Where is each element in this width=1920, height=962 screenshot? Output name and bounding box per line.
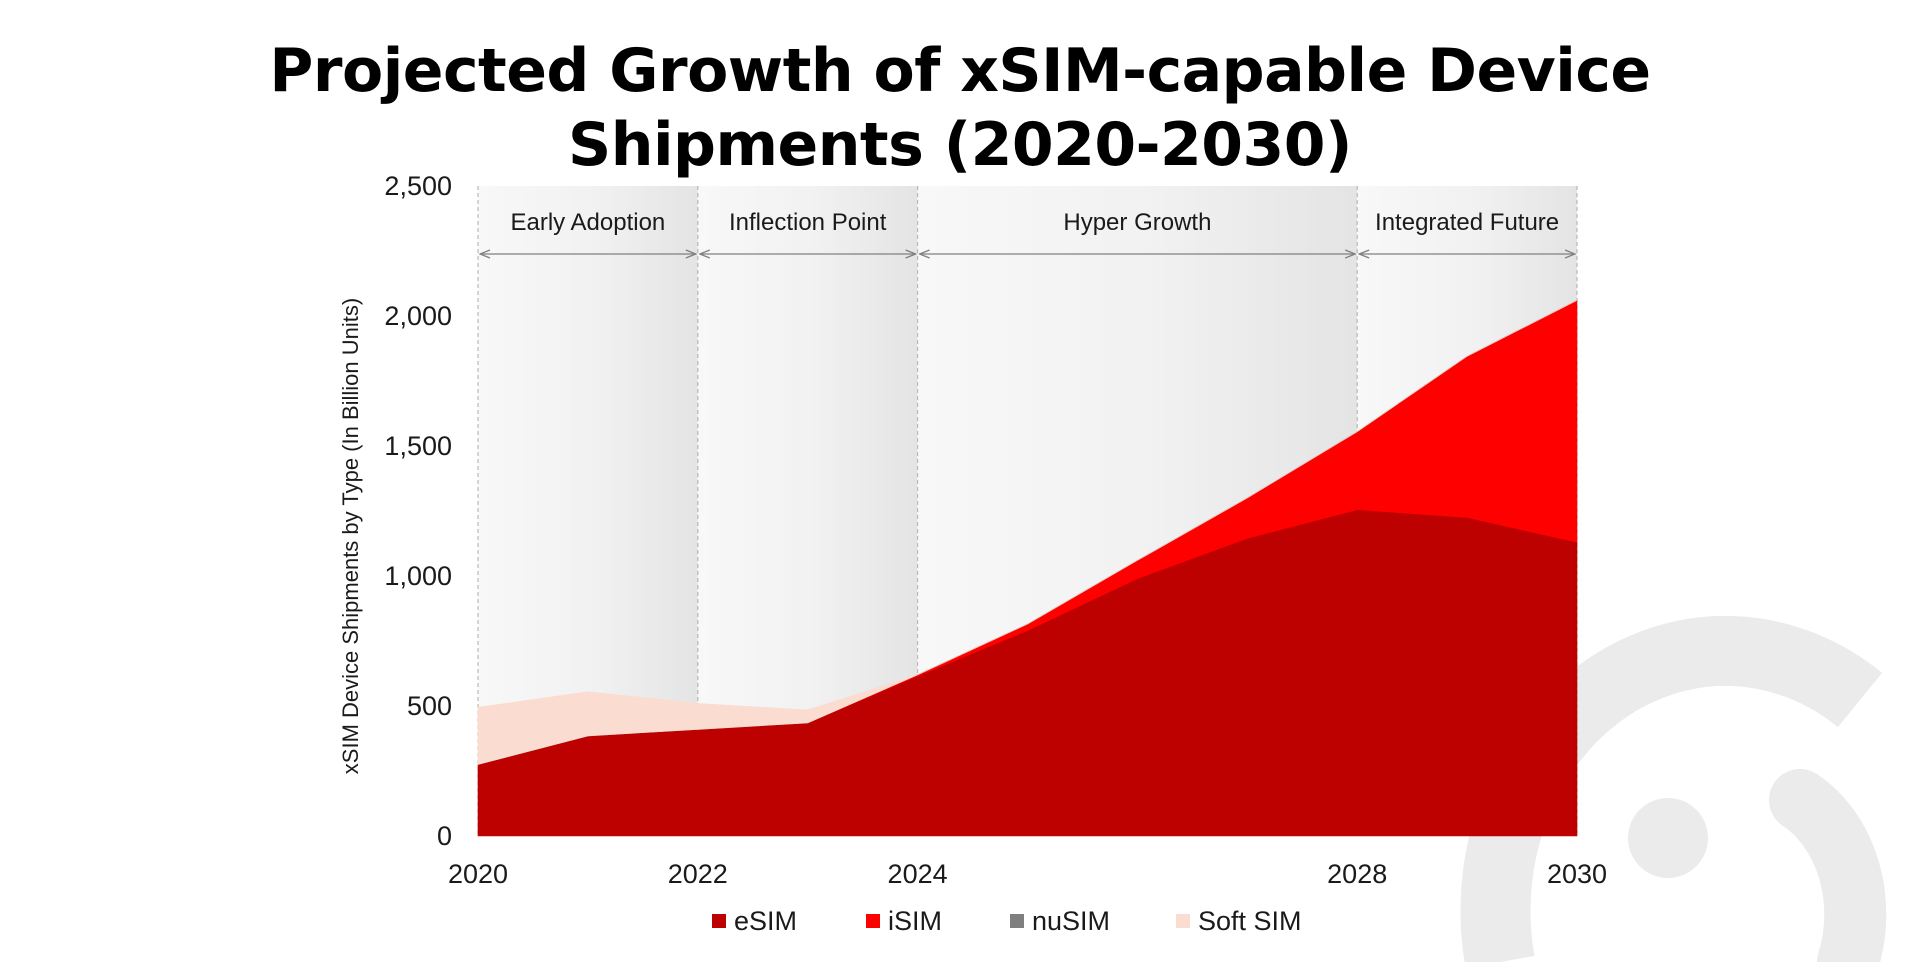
y-tick-label: 0: [437, 821, 452, 851]
legend: eSIM iSIM nuSIM Soft SIM: [712, 906, 1302, 936]
legend-swatch-esim: [712, 914, 726, 928]
area-soft-sim: [477, 300, 1578, 765]
legend-swatch-nusim: [1010, 914, 1024, 928]
x-tick-label: 2030: [1547, 859, 1607, 889]
y-tick-label: 500: [407, 691, 452, 721]
phase-label-early-adoption: Early Adoption: [511, 209, 666, 236]
legend-label-nusim: nuSIM: [1032, 906, 1110, 936]
y-tick-label: 1,500: [384, 431, 452, 461]
y-tick-label: 2,500: [384, 171, 452, 201]
legend-swatch-soft-sim: [1176, 914, 1190, 928]
x-tick-label: 2024: [888, 859, 948, 889]
legend-item-nusim: nuSIM: [1010, 906, 1110, 936]
phase-label-hyper-growth: Hyper Growth: [1063, 209, 1211, 236]
legend-label-isim: iSIM: [888, 906, 942, 936]
y-tick-label: 2,000: [384, 301, 452, 331]
legend-item-esim: eSIM: [712, 906, 797, 936]
watermark-inner-arc: [1769, 769, 1887, 962]
y-tick-label: 1,000: [384, 561, 452, 591]
x-tick-label: 2022: [668, 859, 728, 889]
legend-item-soft-sim: Soft SIM: [1176, 906, 1302, 936]
phase-label-integrated-future: Integrated Future: [1375, 209, 1559, 236]
legend-label-esim: eSIM: [734, 906, 797, 936]
x-tick-label: 2020: [448, 859, 508, 889]
chart-title-line-2: Shipments (2020-2030): [568, 110, 1352, 180]
legend-swatch-isim: [866, 914, 880, 928]
chart-title-line-1: Projected Growth of xSIM-capable Device: [269, 36, 1651, 106]
y-axis-label: xSIM Device Shipments by Type (In Billio…: [338, 298, 363, 774]
axes: 0 500 1,000 1,500 2,000 2,500 2020 2022 2024 2028…: [338, 171, 1607, 889]
chart-title: Projected Growth of xSIM-capable Device …: [0, 34, 1920, 182]
watermark-logo: [1460, 615, 1887, 962]
watermark-dot: [1628, 798, 1708, 878]
legend-item-isim: iSIM: [866, 906, 942, 936]
watermark-arc: [1460, 615, 1883, 962]
stacked-areas: [477, 299, 1578, 837]
phase-label-inflection-point: Inflection Point: [729, 209, 887, 236]
legend-label-soft-sim: Soft SIM: [1198, 906, 1302, 936]
x-tick-label: 2028: [1327, 859, 1387, 889]
